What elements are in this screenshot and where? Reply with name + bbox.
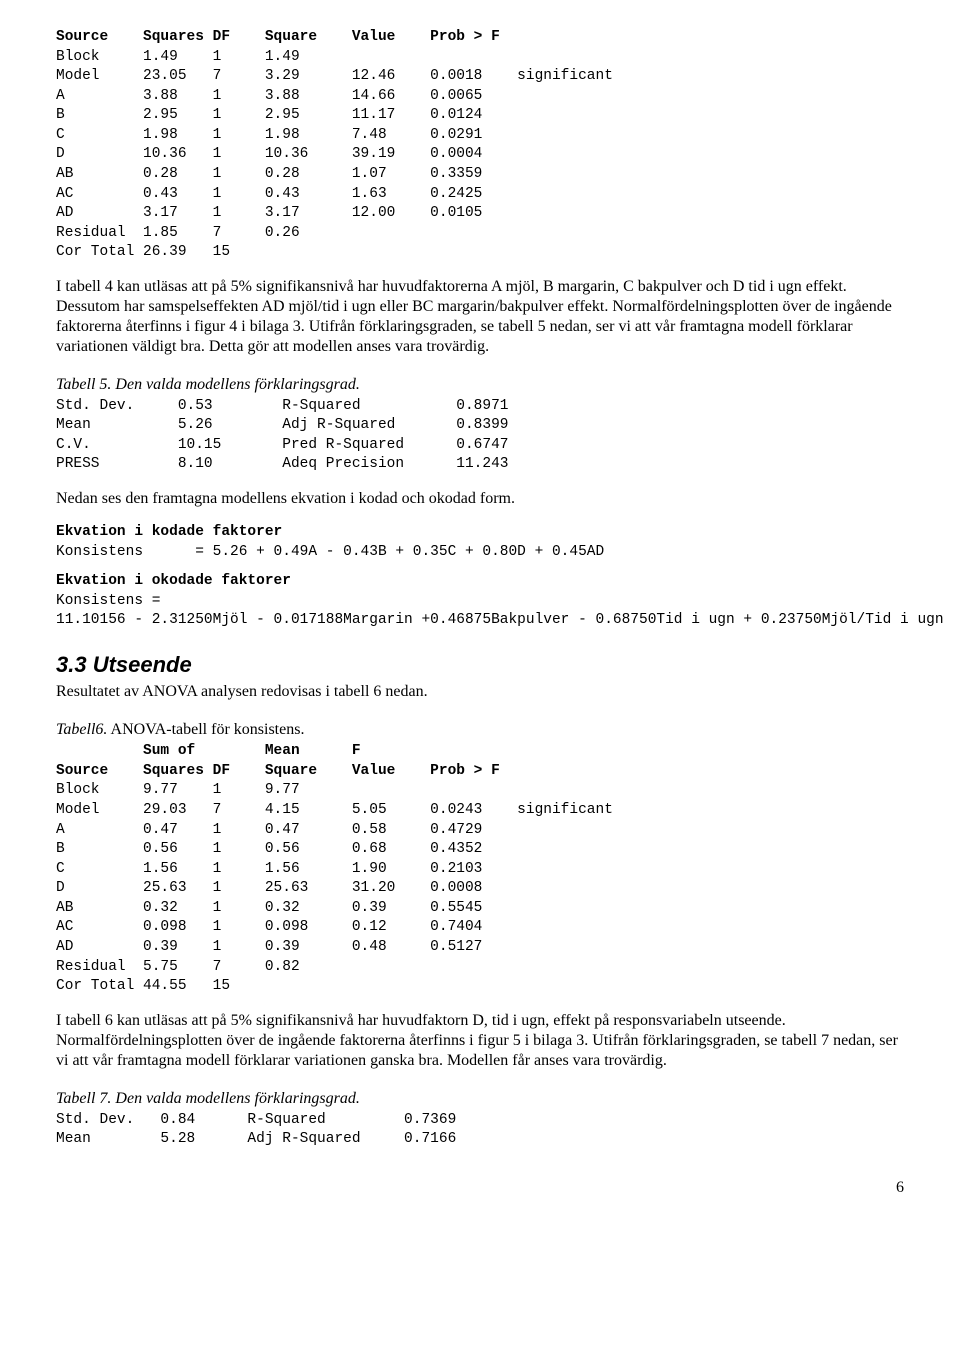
table5-caption: Tabell 5. Den valda modellens förklaring… bbox=[56, 375, 904, 395]
table6-caption: Tabell6. ANOVA-tabell för konsistens. bbox=[56, 720, 904, 740]
fit-table-5: Std. Dev. 0.53 R-Squared 0.8971 Mean 5.2… bbox=[56, 397, 904, 475]
anova-table-6: Sum of Mean F Source Squares DF Square V… bbox=[56, 742, 904, 996]
equation-coded: Ekvation i kodade faktorer Konsistens = … bbox=[56, 523, 904, 562]
fit-table-7: Std. Dev. 0.84 R-Squared 0.7369 Mean 5.2… bbox=[56, 1111, 904, 1150]
paragraph-anova6-interpretation: I tabell 6 kan utläsas att på 5% signifi… bbox=[56, 1011, 904, 1071]
equation-uncoded: Ekvation i okodade faktorer Konsistens =… bbox=[56, 572, 904, 631]
paragraph-equation-intro: Nedan ses den framtagna modellens ekvati… bbox=[56, 489, 904, 509]
page-number: 6 bbox=[56, 1178, 904, 1198]
anova-table-1: Source Squares DF Square Value Prob > F … bbox=[56, 28, 904, 263]
table7-caption: Tabell 7. Den valda modellens förklaring… bbox=[56, 1089, 904, 1109]
section-3-3-intro: Resultatet av ANOVA analysen redovisas i… bbox=[56, 682, 904, 702]
section-heading-3-3: 3.3 Utseende bbox=[56, 651, 904, 679]
paragraph-anova1-interpretation: I tabell 4 kan utläsas att på 5% signifi… bbox=[56, 277, 904, 357]
